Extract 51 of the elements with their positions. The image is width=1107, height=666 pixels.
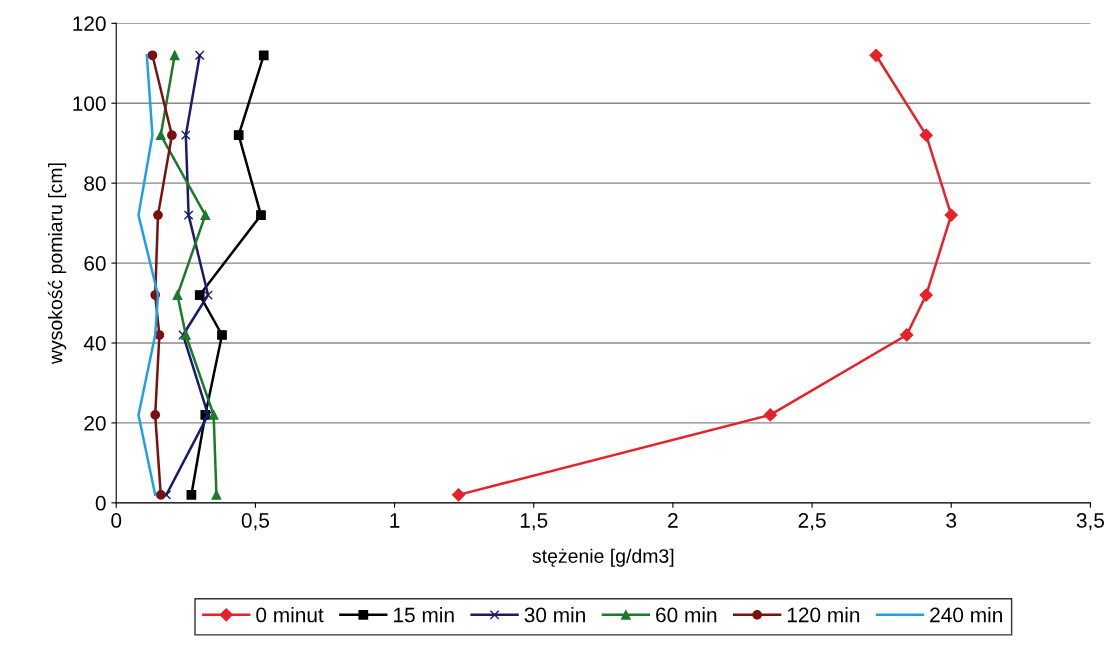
point [211, 489, 222, 500]
point [919, 128, 933, 142]
point [194, 50, 205, 61]
x-axis-title: stężenie [g/dm3] [532, 548, 674, 567]
legend-label: 240 min [930, 607, 1002, 623]
point [155, 130, 166, 141]
x-tick-label: 1,5 [520, 513, 548, 531]
y-tick-label: 80 [84, 176, 106, 191]
y-tick-label: 100 [73, 96, 106, 111]
x-tick-label: 3 [946, 513, 957, 528]
point [217, 330, 227, 340]
x-tick-label: 3,5 [1076, 513, 1104, 531]
point [451, 488, 466, 502]
y-tick-label: 0 [95, 495, 106, 511]
point [167, 130, 177, 141]
point [869, 48, 883, 62]
point [169, 50, 180, 61]
point [155, 489, 166, 500]
point [256, 210, 266, 220]
point [172, 290, 183, 300]
point [900, 328, 914, 342]
x-tick-label: 0 [111, 513, 122, 528]
y-tick-label: 20 [84, 415, 106, 431]
point [183, 210, 194, 220]
point [147, 50, 158, 61]
point [258, 50, 269, 61]
point [180, 130, 191, 141]
point [153, 210, 163, 220]
x-tick-label: 0,5 [241, 513, 270, 531]
y-tick-label: 120 [73, 16, 106, 32]
point [919, 288, 933, 302]
x-tick-label: 2,5 [798, 513, 826, 531]
y-tick-label: 40 [83, 335, 106, 351]
y-axis-title: wysokość pomiaru [cm] [47, 163, 67, 365]
legend-label: 30 min [524, 607, 585, 623]
legend-label: 0 minut [256, 607, 324, 623]
x-tick-label: 2 [668, 513, 678, 528]
point [150, 410, 161, 420]
point [186, 489, 197, 500]
x-tick-label: 1 [390, 513, 400, 528]
legend-label: 120 min [787, 607, 860, 623]
point [233, 130, 244, 141]
point [208, 410, 219, 420]
point [763, 408, 777, 422]
legend-label: 60 min [656, 607, 717, 623]
point [194, 290, 205, 300]
point [944, 208, 958, 222]
y-tick-label: 60 [84, 256, 106, 271]
point [203, 290, 213, 300]
point [200, 210, 211, 220]
legend-label: 15 min [394, 607, 454, 623]
